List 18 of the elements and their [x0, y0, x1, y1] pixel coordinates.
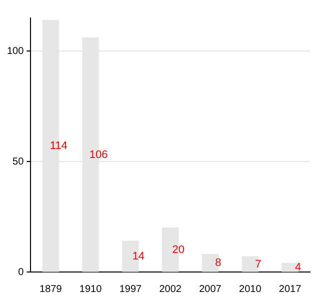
y-tick-label: 100 — [6, 46, 24, 57]
data-label: 7 — [255, 258, 262, 270]
x-tick-label: 1997 — [119, 284, 142, 295]
x-tick-label: 2007 — [199, 284, 222, 295]
y-tick-label: 50 — [12, 156, 24, 168]
data-label: 14 — [132, 250, 145, 263]
x-tick-label: 2002 — [159, 284, 182, 295]
x-tick-label: 2010 — [239, 284, 262, 295]
data-label: 114 — [50, 140, 68, 152]
x-tick-label: 2017 — [278, 284, 302, 295]
x-tick-label: 1910 — [79, 284, 102, 295]
data-label: 20 — [172, 244, 184, 256]
data-label: 4 — [294, 262, 302, 274]
x-tick-label: 1879 — [40, 284, 62, 295]
bar — [202, 254, 219, 272]
data-label: 8 — [215, 257, 222, 270]
data-label: 106 — [89, 148, 108, 161]
y-tick-label: 0 — [18, 266, 24, 278]
